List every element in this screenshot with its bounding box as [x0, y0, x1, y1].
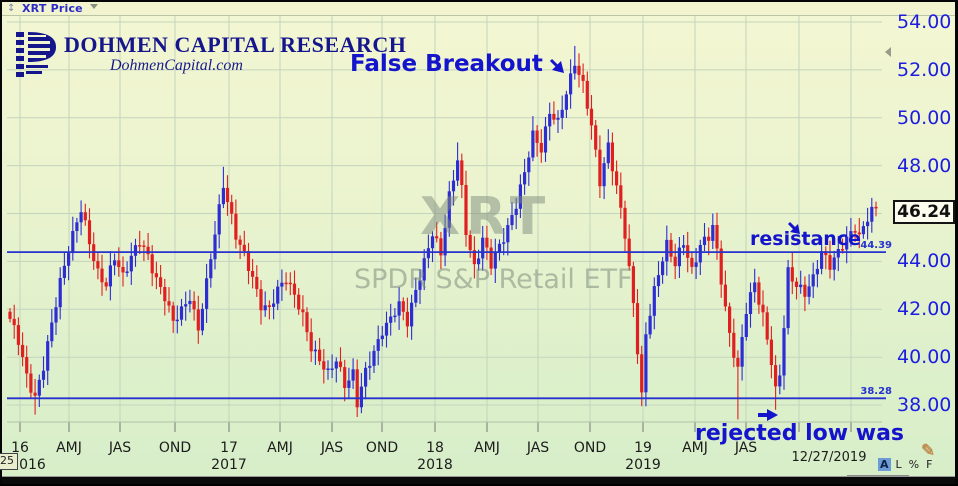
brand-logo: [12, 29, 60, 85]
watermark-name: SPDR S&P Retail ETF: [354, 264, 633, 295]
x-axis-label: 19: [634, 440, 652, 456]
chevron-down-icon[interactable]: [90, 4, 98, 9]
year-label: 2017: [211, 457, 247, 473]
scroll-box[interactable]: 25: [0, 453, 18, 470]
annotation-resistance: resistance: [750, 228, 861, 250]
x-axis-label: OND: [365, 440, 399, 456]
logo-title: DOHMEN CAPITAL RESEARCH: [64, 32, 407, 57]
price-axis-label: 42.00: [897, 298, 952, 321]
tab-bar: ↕ XRT Price: [2, 2, 955, 16]
annotation-false-breakout: False Breakout: [350, 51, 543, 77]
price-axis-label: 38.00: [897, 394, 952, 417]
x-axis-label: JAS: [108, 440, 132, 456]
price-axis-label: 54.00: [897, 11, 952, 33]
x-axis-label: 18: [426, 440, 444, 456]
x-axis-label: OND: [573, 440, 607, 456]
toolbar-button-l[interactable]: L: [895, 458, 902, 471]
year-label: 2018: [417, 457, 453, 473]
scrollbar-line[interactable]: [847, 475, 909, 476]
rejected-low-arrow-icon: [756, 406, 780, 428]
x-axis-label: AMJ: [267, 440, 293, 456]
logo-subtitle: DohmenCapital.com: [110, 57, 243, 74]
drag-handle-icon[interactable]: ↕: [7, 3, 16, 14]
x-axis-label: JAS: [526, 440, 550, 456]
x-axis-label: JAS: [734, 440, 758, 456]
price-axis-label: 52.00: [897, 58, 952, 81]
x-axis-label: 17: [220, 440, 238, 456]
axis-collapse-icon[interactable]: [885, 47, 891, 57]
date-note: 12/27/2019: [791, 450, 867, 465]
toolbar-button-f[interactable]: F: [926, 458, 933, 471]
price-axis-label: 48.00: [897, 154, 952, 177]
year-label: 2016: [10, 457, 46, 473]
pencil-icon[interactable]: ✎: [921, 441, 936, 461]
resistance-level-label: 44.39: [860, 240, 892, 252]
toolbar-button-a[interactable]: A: [878, 458, 891, 471]
year-label: 2019: [625, 457, 661, 473]
support-level-label: 38.28: [860, 386, 892, 398]
x-axis-label: OND: [158, 440, 192, 456]
watermark-symbol: XRT: [420, 187, 552, 247]
price-axis-label: 44.00: [897, 250, 952, 273]
toolbar-button-pct[interactable]: %: [908, 458, 920, 471]
tab-xrt-price[interactable]: XRT Price: [22, 2, 83, 15]
price-axis-label: 50.00: [897, 106, 952, 129]
annotation-rejected-low: rejected low was bu: [695, 421, 913, 446]
bottom-bar: [2, 476, 955, 484]
toolbar-buttons: A L% F: [878, 458, 937, 471]
price-axis-label: 40.00: [897, 346, 952, 369]
x-axis-label: AMJ: [56, 440, 82, 456]
x-axis-label: JAS: [320, 440, 344, 456]
x-axis-label: AMJ: [682, 440, 708, 456]
x-axis-label: AMJ: [474, 440, 500, 456]
last-price-box: 46.24: [893, 200, 955, 224]
false-breakout-arrow-icon: [548, 57, 570, 83]
x-axis-label: 16: [11, 440, 29, 456]
resistance-arrow-icon: [787, 221, 805, 243]
logo-mark-icon: [16, 32, 56, 77]
